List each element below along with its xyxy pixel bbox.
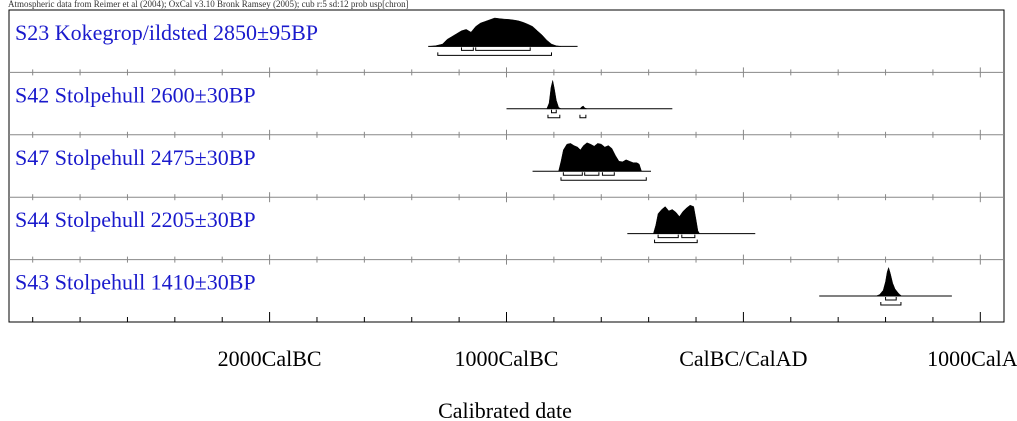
sample-label: S43 Stolpehull 1410±30BP — [15, 270, 256, 295]
sample-label: S42 Stolpehull 2600±30BP — [15, 82, 256, 107]
probability-distribution — [546, 80, 588, 110]
range-95-bracket — [560, 177, 647, 181]
probability-distribution — [558, 142, 642, 172]
sample-label: S47 Stolpehull 2475±30BP — [15, 145, 256, 170]
range-95-bracket — [880, 302, 902, 306]
x-axis: 2000CalBC 1000CalBC CalBC/CalAD 1000CalAD — [32, 312, 1017, 371]
x-axis-title: Calibrated date — [438, 398, 572, 421]
range-95-bracket — [437, 52, 553, 56]
range-68-bracket — [460, 47, 474, 51]
range-95-bracket — [547, 114, 561, 119]
tick-label: 2000CalBC — [218, 346, 322, 371]
probability-distribution — [653, 204, 701, 234]
range-95-bracket — [654, 239, 698, 244]
tick-label: 1000CalBC — [455, 346, 559, 371]
tick-label: CalBC/CalAD — [679, 346, 807, 371]
probability-distribution — [876, 266, 903, 297]
range-68-bracket — [885, 297, 897, 301]
range-68-bracket — [601, 172, 615, 176]
tick-label: 1000CalAD — [927, 346, 1017, 371]
range-68-bracket — [551, 109, 557, 114]
range-68-bracket — [681, 234, 696, 239]
sample-labels: S23 Kokegrop/ildsted 2850±95BP S42 Stolpe… — [15, 20, 318, 295]
range-68-bracket — [657, 234, 679, 239]
probability-distribution — [428, 17, 562, 47]
sample-label: S44 Stolpehull 2205±30BP — [15, 207, 256, 232]
range-95-bracket — [579, 114, 587, 119]
range-68-bracket — [562, 172, 583, 176]
range-68-bracket — [475, 47, 531, 51]
distributions — [428, 17, 952, 306]
sample-label: S23 Kokegrop/ildsted 2850±95BP — [15, 20, 318, 45]
range-68-bracket — [584, 172, 600, 176]
header-text: Atmospheric data from Reimer et al (2004… — [8, 0, 409, 9]
